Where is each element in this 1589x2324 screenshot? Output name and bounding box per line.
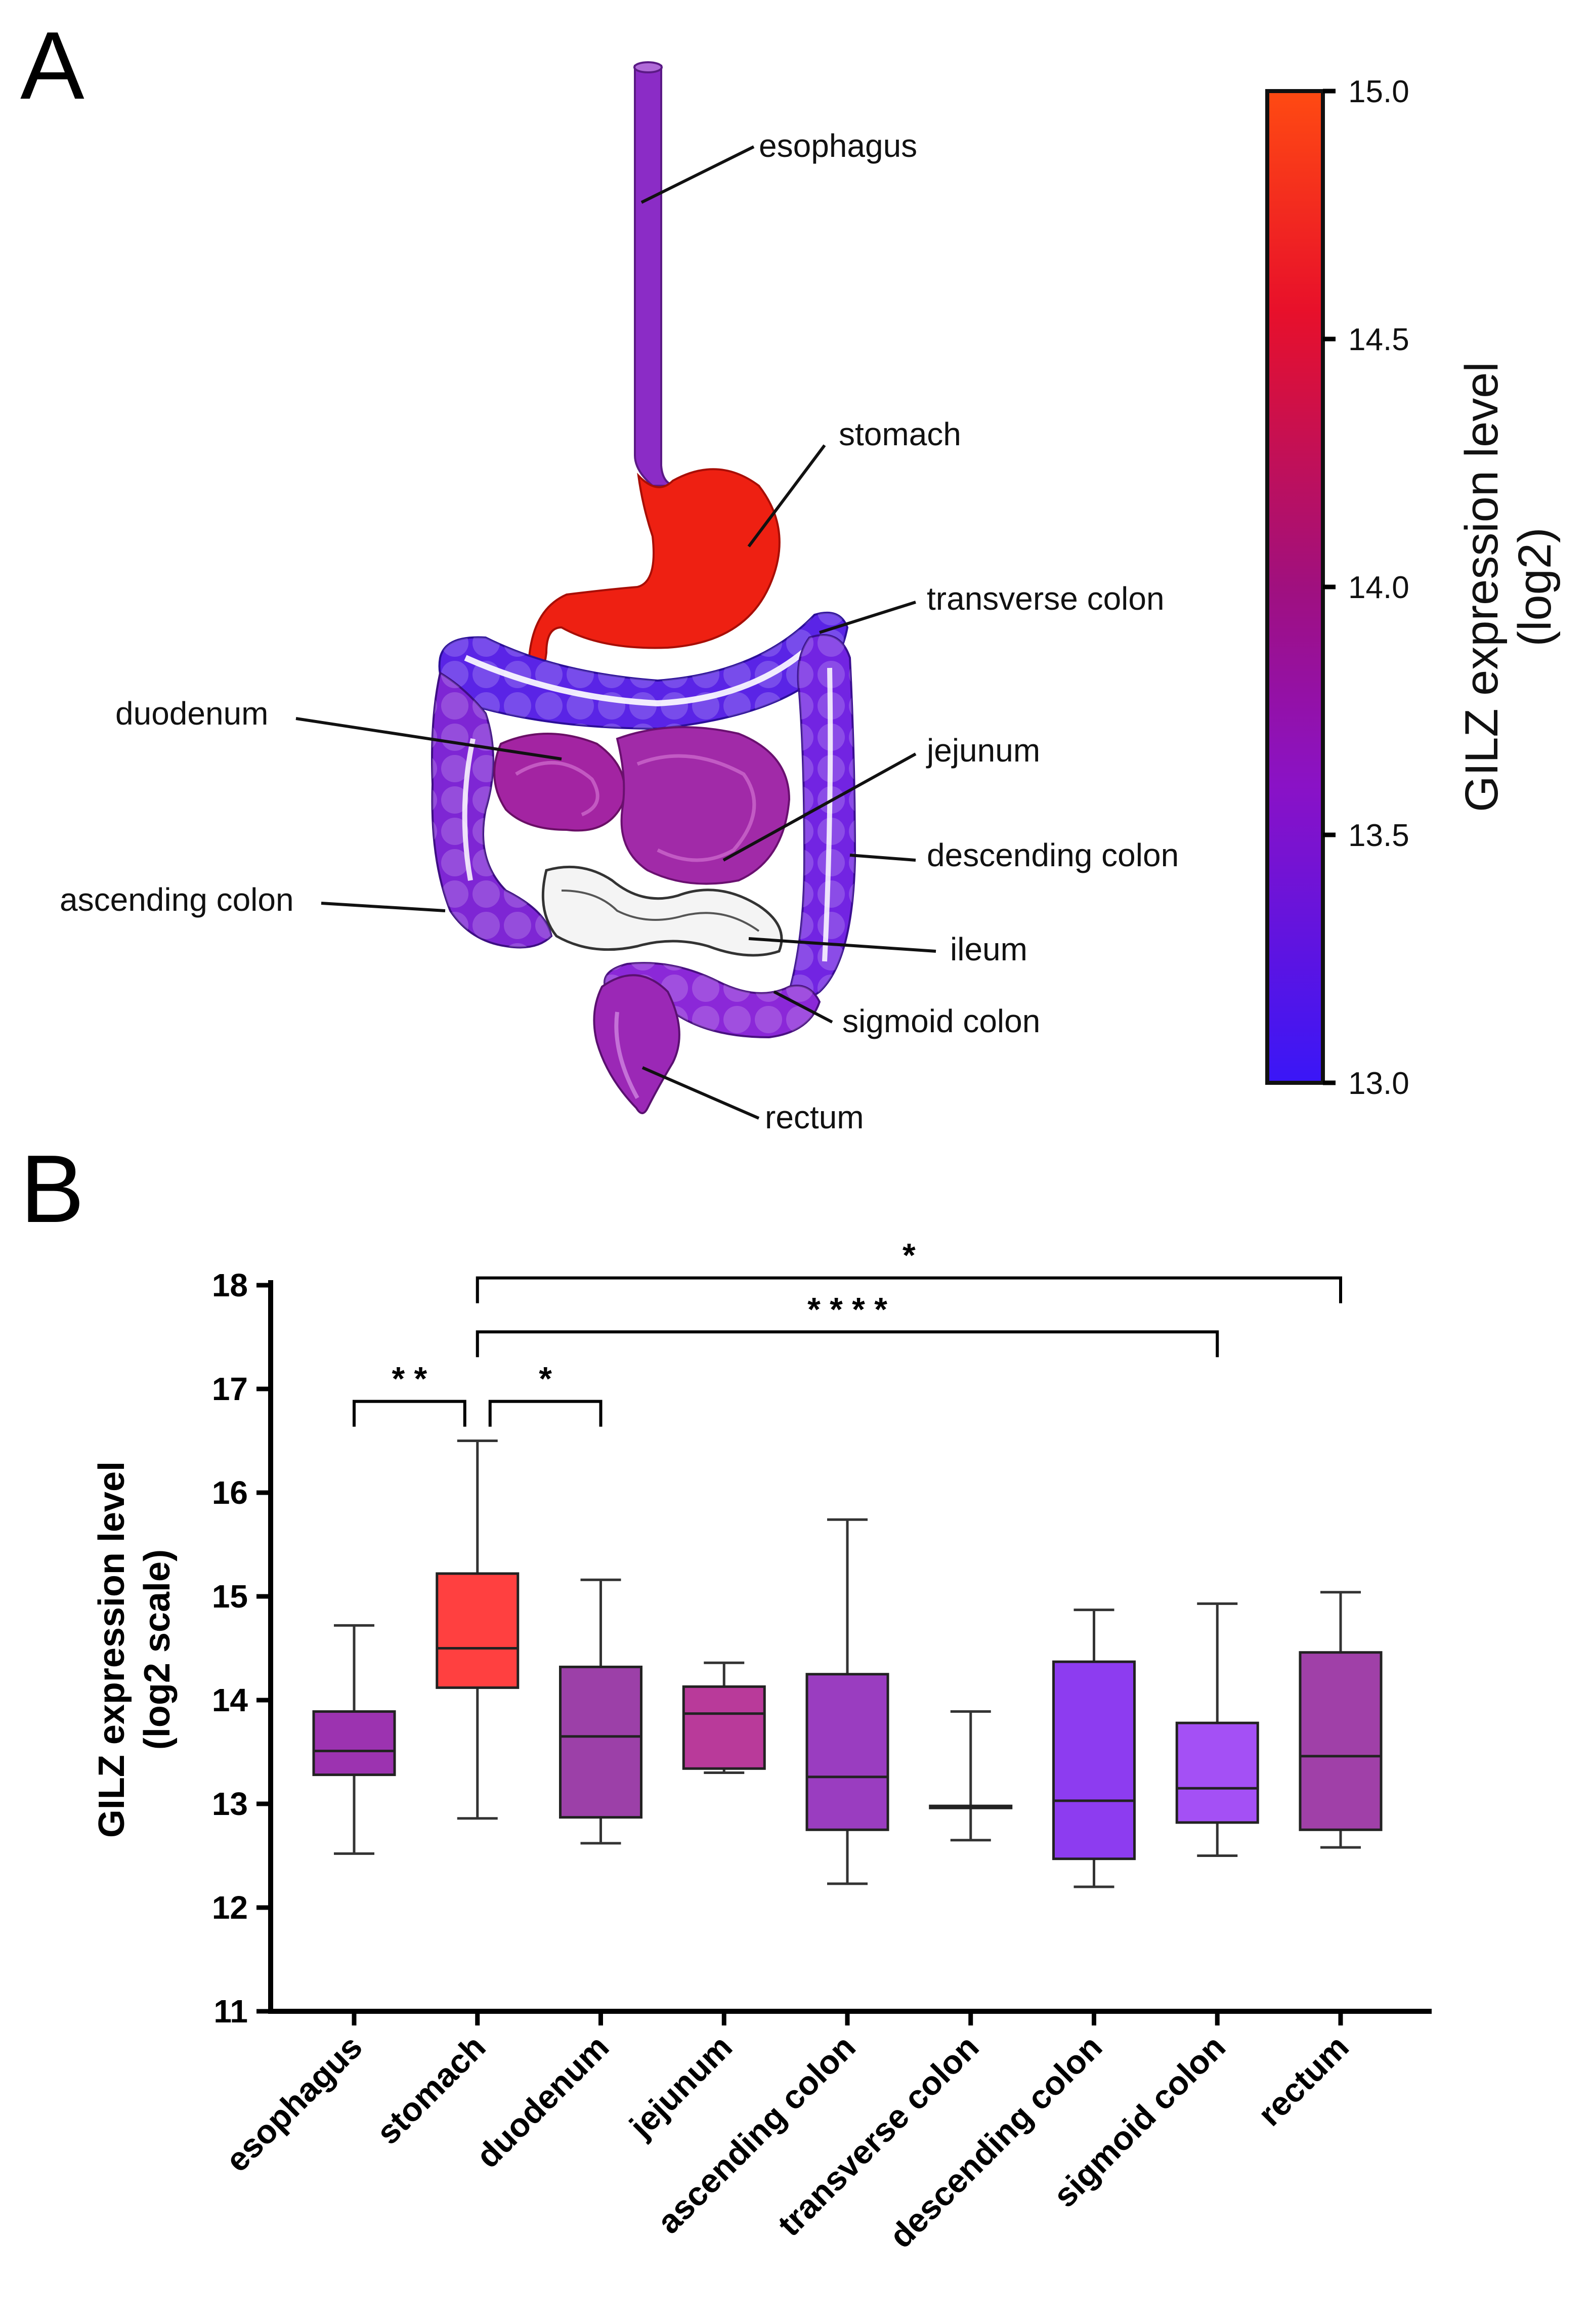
y-tick-label: 13	[212, 1786, 248, 1822]
y-tick-label: 15	[212, 1578, 248, 1615]
panel-b-letter: B	[20, 1135, 84, 1243]
box-rectum	[1299, 1591, 1383, 1849]
organ-rectum	[593, 974, 680, 1114]
box-stomach	[436, 1440, 520, 1820]
organ-label-stomach: stomach	[839, 416, 961, 452]
y-axis: 11 12 13 14 15 16 17 18	[212, 1267, 273, 2030]
box-iqr	[1299, 1651, 1383, 1831]
organ-label-duodenum: duodenum	[115, 695, 268, 732]
sig-bracket: *	[488, 1360, 603, 1427]
organ-label-rectum: rectum	[765, 1099, 864, 1135]
box-iqr	[805, 1673, 889, 1831]
box-esophagus	[312, 1624, 396, 1855]
y-tick-label: 18	[212, 1267, 248, 1303]
colorbar-tick-label: 14.5	[1348, 322, 1409, 357]
box-iqr	[559, 1665, 642, 1819]
organ-esophagus	[634, 65, 678, 487]
colorbar-tick-label: 15.0	[1348, 74, 1409, 109]
sig-label: * * * *	[807, 1290, 887, 1328]
sig-bracket-line	[476, 1276, 1342, 1303]
y-axis-label-unit: (log2 scale)	[137, 1549, 178, 1750]
organ-ileum	[541, 865, 783, 957]
colorbar-gradient	[1265, 89, 1325, 1085]
organ-duodenum	[493, 733, 626, 832]
leader-lines	[295, 145, 936, 1120]
sig-label: * *	[392, 1360, 427, 1398]
box-duodenum	[559, 1578, 642, 1845]
organ-label-transverse-colon: transverse colon	[927, 580, 1165, 617]
colorbar-title-unit: (log2)	[1509, 527, 1561, 646]
boxplot-chart: 11 12 13 14 15 16 17 18 esophagus stomachduodenu…	[92, 1237, 1432, 2255]
sig-bracket: *	[476, 1237, 1342, 1303]
significance-brackets: * * * * * * * *	[353, 1237, 1342, 1427]
organ-label-sigmoid-colon: sigmoid colon	[842, 1003, 1040, 1039]
y-tick-label: 12	[212, 1889, 248, 1926]
organ-stomach	[527, 468, 781, 690]
y-tick-label: 17	[212, 1371, 248, 1407]
organ-label-ascending-colon: ascending colon	[60, 881, 294, 918]
box-iqr	[1052, 1660, 1136, 1861]
box-iqr	[1175, 1721, 1259, 1824]
organ-labels: esophagus stomach transverse colon duode…	[60, 128, 1179, 1135]
sig-bracket: * *	[353, 1360, 466, 1427]
organ-label-esophagus: esophagus	[759, 128, 917, 164]
organ-jejunum	[616, 726, 791, 885]
box-iqr	[682, 1685, 766, 1770]
organ-label-descending-colon: descending colon	[927, 837, 1179, 873]
box-sigmoid-colon	[1175, 1602, 1259, 1857]
sig-bracket-line	[476, 1330, 1219, 1358]
colorbar-tick-label: 14.0	[1348, 570, 1409, 605]
box-descending-colon	[1052, 1609, 1136, 1888]
colorbar: 15.0 14.5 14.0 13.5 13.0 GILZ expression…	[1265, 74, 1561, 1101]
box-jejunum	[682, 1661, 766, 1774]
box-iqr	[436, 1572, 520, 1689]
x-tick-label: rectum	[1251, 2028, 1356, 2133]
x-tick-label: transverse colon	[770, 2028, 986, 2244]
organ-label-jejunum: jejunum	[926, 732, 1040, 769]
sig-bracket-line	[353, 1400, 466, 1427]
sig-label: *	[903, 1237, 916, 1274]
box-iqr	[312, 1710, 396, 1777]
x-tick-label: jejunum	[622, 2028, 740, 2146]
y-axis-label: GILZ expression level	[92, 1461, 132, 1838]
x-tick-label: esophagus	[218, 2028, 369, 2179]
y-tick-label: 11	[213, 1993, 248, 2030]
sig-bracket: * * * *	[476, 1290, 1219, 1358]
x-tick-label: descending colon	[882, 2028, 1109, 2255]
x-tick-label: stomach	[369, 2028, 492, 2151]
box-ascending-colon	[805, 1518, 889, 1885]
y-tick-label: 16	[212, 1474, 248, 1511]
colorbar-tick-label: 13.5	[1348, 818, 1409, 853]
sig-bracket-line	[488, 1400, 603, 1427]
gi-tract-illustration	[431, 61, 856, 1114]
box-transverse-colon	[929, 1710, 1013, 1842]
x-tick-label: duodenum	[469, 2028, 616, 2175]
colorbar-tick-label: 13.0	[1348, 1066, 1409, 1101]
organ-label-ileum: ileum	[950, 931, 1027, 967]
esophagus-opening	[633, 61, 663, 73]
box-series	[312, 1440, 1383, 1888]
sig-label: *	[539, 1360, 552, 1398]
colorbar-title: GILZ expression level	[1456, 362, 1508, 812]
y-tick-label: 14	[212, 1682, 248, 1718]
panel-a-letter: A	[20, 12, 84, 119]
